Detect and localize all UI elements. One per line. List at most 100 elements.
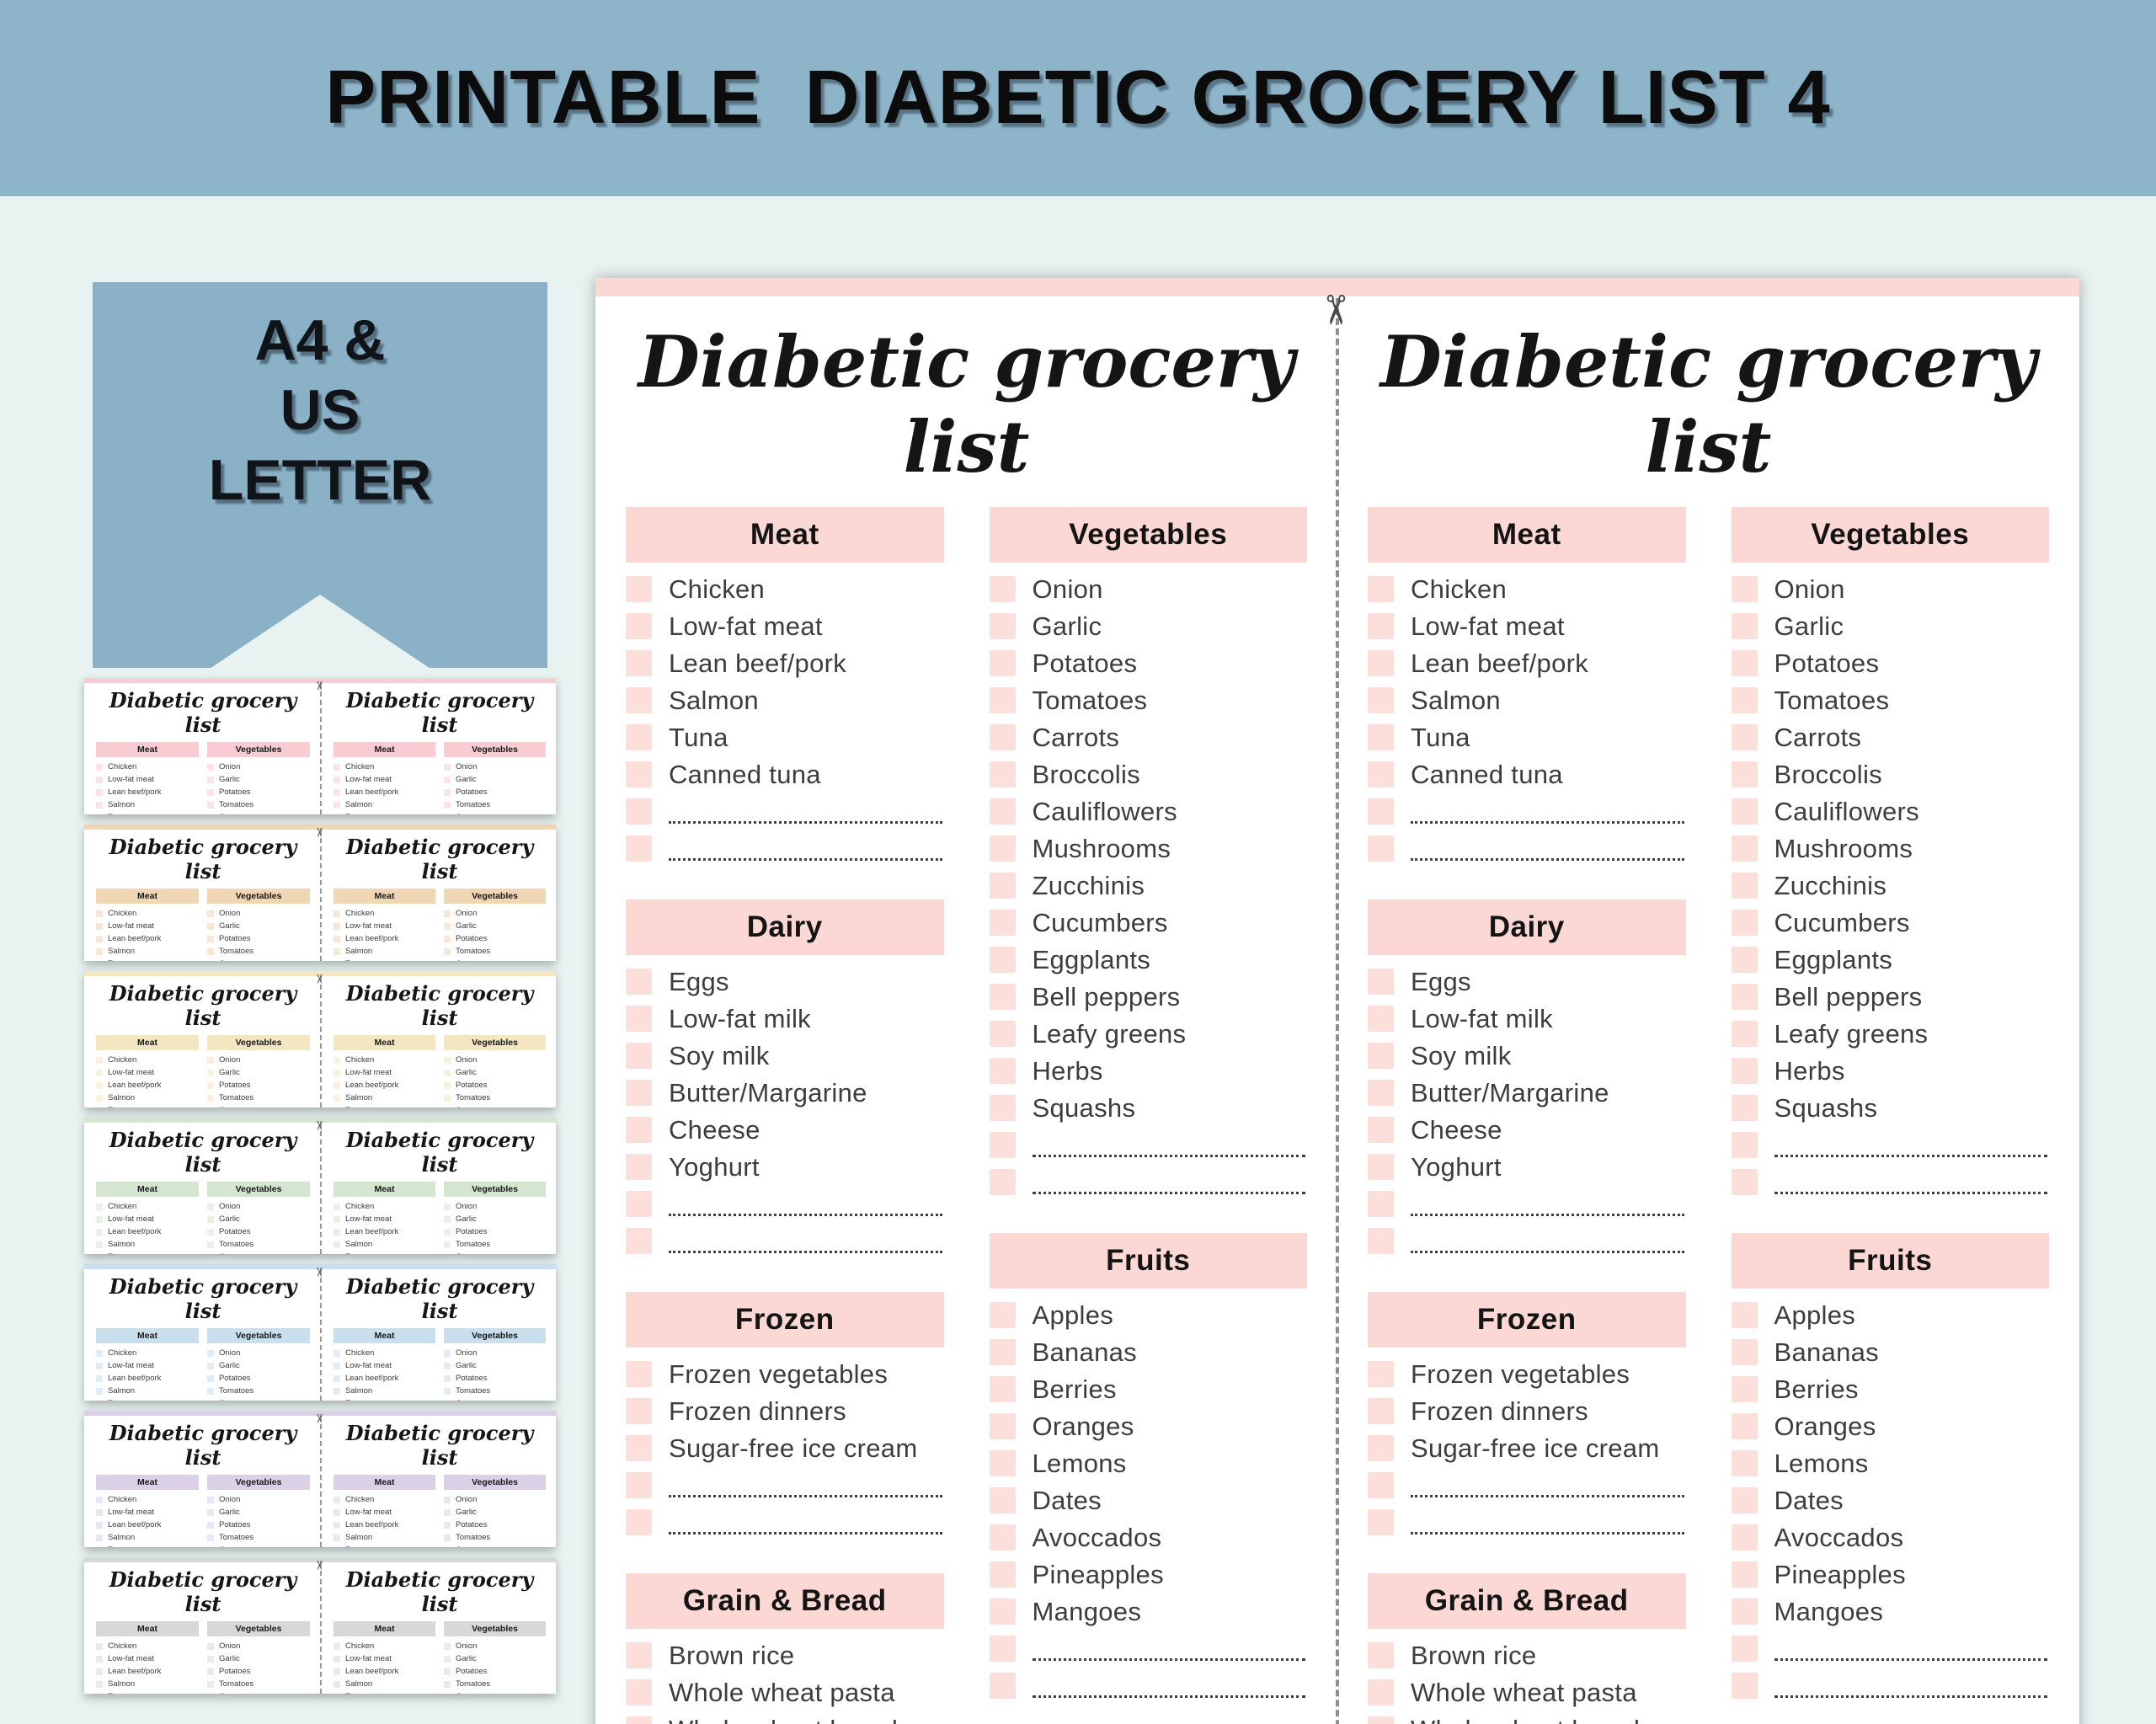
item-label: Garlic: [219, 1508, 240, 1517]
list-item: Broccolis: [989, 756, 1308, 793]
thumbnail-section-header: Vegetables: [444, 1475, 546, 1490]
item-label: Brown rice: [669, 1640, 795, 1670]
checkbox: [444, 1215, 451, 1223]
thumbnail-section-header: Vegetables: [444, 889, 546, 904]
item-label: Onion: [456, 1641, 478, 1651]
thumbnail-list-item: Carrots: [207, 1104, 310, 1108]
thumbnail-list-item: Carrots: [207, 1397, 310, 1401]
thumbnail-top-strip: [84, 825, 556, 830]
item-label: Broccolis: [1032, 759, 1140, 789]
list-item: Berries: [989, 1371, 1308, 1408]
thumbnail-list-item: Garlic: [207, 1506, 310, 1519]
thumbnail-columns: Meat Chicken Low-fat meat Lean beef/pork Sal…: [96, 1328, 310, 1401]
checkbox: [96, 1521, 103, 1529]
item-label: Tuna: [345, 813, 363, 814]
list-item: Frozen vegetables: [1368, 1356, 1686, 1393]
item-label: Garlic: [456, 1361, 477, 1370]
thumbnail-list-half: Diabetic grocery list Meat Chicken Low-fat …: [84, 1416, 320, 1547]
section-rows: Frozen vegetables Frozen dinners Sugar-fre…: [1368, 1356, 1686, 1541]
item-label: Tomatoes: [456, 947, 491, 956]
thumbnail-list-title: Diabetic grocery list: [345, 688, 534, 737]
checkbox: [444, 1655, 451, 1663]
list-item: Apples: [1731, 1297, 2050, 1334]
item-label: Potatoes: [219, 1081, 251, 1090]
checkbox: [96, 922, 103, 930]
section-fruits: Fruits Apples Bananas Berries Oranges Lemons D…: [989, 1232, 1308, 1705]
item-label: Onion: [219, 1348, 241, 1358]
checkbox: [989, 910, 1016, 937]
checkbox: [444, 1081, 451, 1089]
thumbnail-columns: Meat Chicken Low-fat meat Lean beef/pork Sal…: [96, 1475, 310, 1547]
item-label: Salmon: [108, 1240, 136, 1249]
section-meat: Meat Chicken Low-fat meat Lean beef/pork Sal…: [1368, 506, 1686, 867]
thumbnail-list-item: Chicken: [334, 1493, 435, 1506]
item-label: Onion: [219, 1495, 241, 1504]
thumbnail-list-item: Tomatoes: [444, 1385, 546, 1397]
item-label: Cauliflowers: [1032, 796, 1177, 826]
blank-line: [1411, 1494, 1684, 1497]
checkbox: [1731, 984, 1758, 1011]
thumbnail-columns: Meat Chicken Low-fat meat Lean beef/pork Sal…: [334, 742, 546, 814]
item-label: Carrots: [456, 1399, 482, 1401]
item-label: Lean beef/pork: [345, 1081, 399, 1090]
section-rows: Apples Bananas Berries Oranges Lemons Dates Av…: [1731, 1297, 2050, 1705]
item-label: Frozen vegetables: [669, 1358, 889, 1389]
section-meat: Meat Chicken Low-fat meat Lean beef/pork Sal…: [626, 506, 944, 867]
item-label: Low-fat meat: [345, 1508, 392, 1517]
checkbox: [1368, 835, 1394, 862]
thumbnail-list-item: Tomatoes: [444, 1678, 546, 1690]
thumbnail-list-item: Lean beef/pork: [96, 786, 199, 798]
thumbnail-list-title: Diabetic grocery list: [345, 1421, 534, 1470]
thumbnail-list-item: Low-fat meat: [334, 1359, 435, 1372]
checkbox: [1731, 1132, 1758, 1159]
checkbox: [626, 1117, 652, 1144]
thumbnail-list-item: Garlic: [444, 1359, 546, 1372]
checkbox: [444, 763, 451, 771]
thumbnail-list-item: Salmon: [96, 1092, 199, 1104]
item-label: Carrots: [1774, 722, 1862, 752]
item-label: Low-fat meat: [108, 1654, 154, 1663]
thumbnail-list-half: Diabetic grocery list Meat Chicken Low-fat …: [84, 1123, 320, 1254]
thumbnail-list-item: Tuna: [334, 1251, 435, 1254]
item-label: Canned tuna: [1411, 759, 1563, 789]
item-label: Tomatoes: [456, 1093, 491, 1102]
item-label: Garlic: [456, 775, 477, 784]
thumbnail-green: ✂ Diabetic grocery list Meat Chicken Low-fat…: [84, 1118, 556, 1254]
checkbox: [1368, 1716, 1394, 1724]
thumbnail-list-item: Tuna: [96, 958, 199, 961]
thumbnail-column: Meat Chicken Low-fat meat Lean beef/pork Sal…: [96, 1035, 199, 1108]
checkbox: [444, 776, 451, 783]
section-rows: Apples Bananas Berries Oranges Lemons Dates Av…: [989, 1297, 1308, 1705]
checkbox: [96, 1387, 103, 1395]
item-label: Onion: [219, 762, 241, 771]
thumbnail-list-item: Tuna: [334, 1690, 435, 1694]
thumbnail-list-item: Tuna: [96, 1690, 199, 1694]
item-label: Squashs: [1774, 1092, 1878, 1123]
thumbnail-list-item: Tuna: [334, 811, 435, 814]
item-label: Pineapples: [1032, 1559, 1164, 1589]
item-label: Leafy greens: [1032, 1018, 1187, 1049]
item-label: Low-fat meat: [345, 1361, 392, 1370]
checkbox: [626, 576, 652, 603]
item-label: Salmon: [345, 1093, 373, 1102]
thumbnail-list-title: Diabetic grocery list: [345, 1567, 534, 1616]
checkbox: [989, 873, 1016, 899]
thumbnail-list-item: Potatoes: [207, 1225, 310, 1238]
checkbox: [444, 788, 451, 796]
item-label: Tuna: [345, 959, 363, 961]
list-item: Soy milk: [1368, 1038, 1686, 1075]
thumbnail-list-item: Chicken: [334, 1640, 435, 1652]
thumbnail-list-half: Diabetic grocery list Meat Chicken Low-fat …: [84, 683, 320, 814]
blank-line: [1032, 1695, 1305, 1698]
section-header: Fruits: [1731, 1232, 2049, 1289]
item-label: Salmon: [345, 1533, 373, 1542]
checkbox: [96, 1094, 103, 1102]
checkbox: [1731, 798, 1758, 825]
list-item: Butter/Margarine: [626, 1075, 944, 1112]
thumbnail-list-item: Potatoes: [444, 1519, 546, 1531]
checkbox: [96, 1642, 103, 1650]
checkbox: [334, 1680, 340, 1688]
cut-line: ✂: [1312, 293, 1357, 1724]
item-label: Lean beef/pork: [1411, 648, 1589, 678]
list-item: Lemons: [989, 1445, 1308, 1482]
